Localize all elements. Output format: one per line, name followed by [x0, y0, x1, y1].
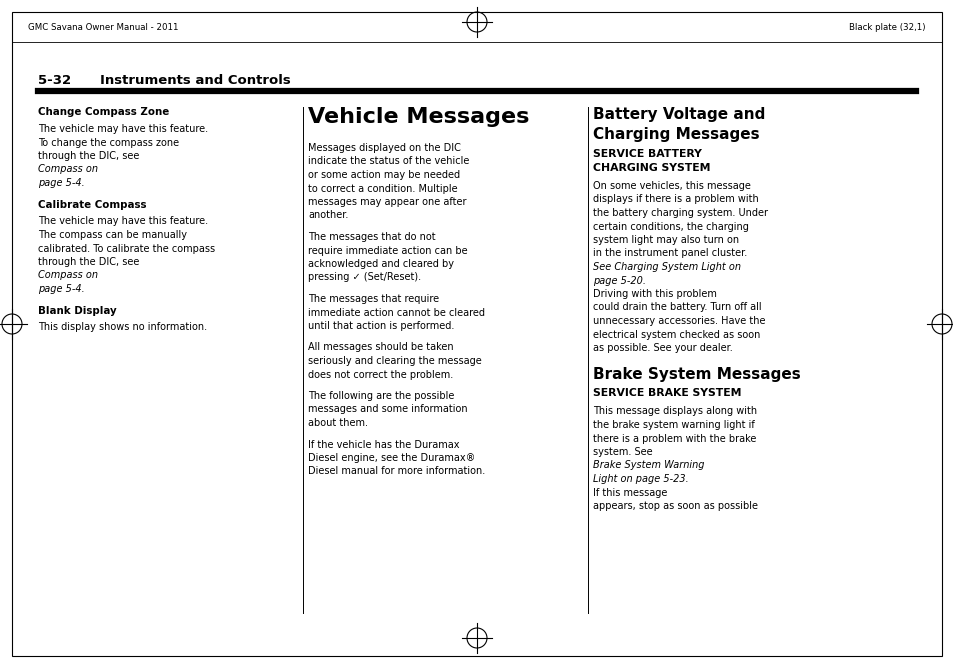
Text: system light may also turn on: system light may also turn on	[593, 235, 739, 245]
Text: immediate action cannot be cleared: immediate action cannot be cleared	[308, 307, 484, 317]
Text: unnecessary accessories. Have the: unnecessary accessories. Have the	[593, 316, 764, 326]
Text: calibrated. To calibrate the compass: calibrated. To calibrate the compass	[38, 244, 214, 253]
Text: The compass can be manually: The compass can be manually	[38, 230, 187, 240]
Text: through the DIC, see: through the DIC, see	[38, 257, 142, 267]
Text: page 5-4.: page 5-4.	[38, 178, 85, 188]
Text: pressing ✓ (Set/Reset).: pressing ✓ (Set/Reset).	[308, 273, 420, 283]
Text: indicate the status of the vehicle: indicate the status of the vehicle	[308, 156, 469, 166]
Text: To change the compass zone: To change the compass zone	[38, 138, 179, 148]
Text: to correct a condition. Multiple: to correct a condition. Multiple	[308, 184, 457, 194]
Text: GMC Savana Owner Manual - 2011: GMC Savana Owner Manual - 2011	[28, 23, 178, 33]
Text: displays if there is a problem with: displays if there is a problem with	[593, 194, 758, 204]
Text: If the vehicle has the Duramax: If the vehicle has the Duramax	[308, 440, 459, 450]
Text: Black plate (32,1): Black plate (32,1)	[848, 23, 925, 33]
Text: All messages should be taken: All messages should be taken	[308, 343, 453, 353]
Text: 5-32: 5-32	[38, 73, 71, 86]
Text: does not correct the problem.: does not correct the problem.	[308, 369, 453, 379]
Text: until that action is performed.: until that action is performed.	[308, 321, 454, 331]
Text: This message displays along with: This message displays along with	[593, 407, 757, 417]
Text: could drain the battery. Turn off all: could drain the battery. Turn off all	[593, 303, 760, 313]
Text: system. See: system. See	[593, 447, 655, 457]
Text: page 5-4.: page 5-4.	[38, 284, 85, 294]
Text: messages may appear one after: messages may appear one after	[308, 197, 466, 207]
Text: Compass on: Compass on	[38, 271, 98, 281]
Text: The vehicle may have this feature.: The vehicle may have this feature.	[38, 124, 208, 134]
Text: seriously and clearing the message: seriously and clearing the message	[308, 356, 481, 366]
Text: Brake System Messages: Brake System Messages	[593, 367, 800, 381]
Text: about them.: about them.	[308, 418, 368, 428]
Text: Diesel manual for more information.: Diesel manual for more information.	[308, 466, 485, 476]
Text: If this message: If this message	[593, 488, 667, 498]
Text: messages and some information: messages and some information	[308, 405, 467, 415]
Text: acknowledged and cleared by: acknowledged and cleared by	[308, 259, 454, 269]
Text: Driving with this problem: Driving with this problem	[593, 289, 716, 299]
Text: require immediate action can be: require immediate action can be	[308, 246, 467, 255]
Text: The following are the possible: The following are the possible	[308, 391, 454, 401]
Text: or some action may be needed: or some action may be needed	[308, 170, 459, 180]
Text: Change Compass Zone: Change Compass Zone	[38, 107, 169, 117]
Text: The vehicle may have this feature.: The vehicle may have this feature.	[38, 216, 208, 226]
Text: Calibrate Compass: Calibrate Compass	[38, 200, 147, 210]
Text: page 5-20.: page 5-20.	[593, 275, 645, 285]
Text: This display shows no information.: This display shows no information.	[38, 323, 207, 333]
Text: Blank Display: Blank Display	[38, 305, 116, 315]
Text: there is a problem with the brake: there is a problem with the brake	[593, 434, 756, 444]
Text: Charging Messages: Charging Messages	[593, 127, 759, 142]
Text: See Charging System Light on: See Charging System Light on	[593, 262, 740, 272]
Text: Instruments and Controls: Instruments and Controls	[100, 73, 291, 86]
Text: CHARGING SYSTEM: CHARGING SYSTEM	[593, 163, 710, 173]
Text: as possible. See your dealer.: as possible. See your dealer.	[593, 343, 732, 353]
Text: certain conditions, the charging: certain conditions, the charging	[593, 222, 748, 232]
Text: Compass on: Compass on	[38, 164, 98, 174]
Text: in the instrument panel cluster.: in the instrument panel cluster.	[593, 248, 746, 259]
Text: Battery Voltage and: Battery Voltage and	[593, 107, 764, 122]
Text: Brake System Warning: Brake System Warning	[593, 460, 703, 470]
Text: SERVICE BRAKE SYSTEM: SERVICE BRAKE SYSTEM	[593, 389, 740, 399]
Text: The messages that do not: The messages that do not	[308, 232, 436, 242]
Text: through the DIC, see: through the DIC, see	[38, 151, 142, 161]
Text: Vehicle Messages: Vehicle Messages	[308, 107, 529, 127]
Text: the battery charging system. Under: the battery charging system. Under	[593, 208, 767, 218]
Text: Diesel engine, see the Duramax®: Diesel engine, see the Duramax®	[308, 453, 475, 463]
Text: appears, stop as soon as possible: appears, stop as soon as possible	[593, 501, 758, 511]
Text: electrical system checked as soon: electrical system checked as soon	[593, 329, 760, 339]
Text: On some vehicles, this message: On some vehicles, this message	[593, 181, 750, 191]
Text: the brake system warning light if: the brake system warning light if	[593, 420, 754, 430]
Text: SERVICE BATTERY: SERVICE BATTERY	[593, 149, 701, 159]
Text: Messages displayed on the DIC: Messages displayed on the DIC	[308, 143, 460, 153]
Text: The messages that require: The messages that require	[308, 294, 438, 304]
Text: Light on page 5-23.: Light on page 5-23.	[593, 474, 688, 484]
Text: another.: another.	[308, 210, 348, 220]
